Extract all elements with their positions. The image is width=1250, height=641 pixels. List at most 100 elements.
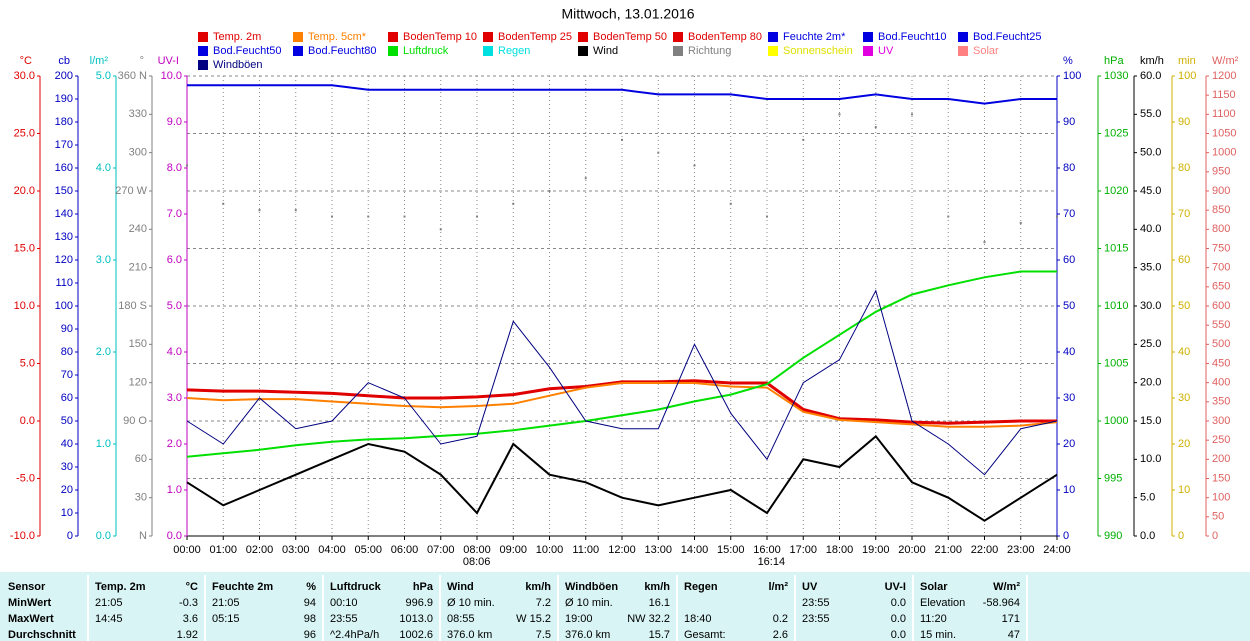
direction-point bbox=[729, 202, 732, 205]
table-cell: 00:10 bbox=[330, 597, 358, 609]
x-tick-label: 00:00 bbox=[173, 544, 201, 556]
x-tick-label: 18:00 bbox=[826, 544, 854, 556]
y-tick-label: 10 bbox=[61, 507, 73, 519]
y-tick-label: 0.0 bbox=[96, 530, 111, 542]
table-cell: 1002.6 bbox=[399, 629, 433, 641]
legend-swatch bbox=[673, 46, 683, 56]
legend-label: Richtung bbox=[688, 45, 731, 57]
y-tick-label: 40 bbox=[61, 438, 73, 450]
table-cell: 0.2 bbox=[773, 613, 788, 625]
direction-point bbox=[802, 138, 805, 141]
y-tick-label: 10.0 bbox=[161, 70, 182, 82]
y-tick-label: 700 bbox=[1212, 262, 1230, 274]
table-header: km/h bbox=[525, 581, 551, 593]
y-tick-label: 4.0 bbox=[167, 346, 182, 358]
table-cell: 0.0 bbox=[891, 629, 906, 641]
y-tick-label: 90 bbox=[1063, 116, 1075, 128]
y-tick-label: 1000 bbox=[1104, 415, 1128, 427]
table-cell: 14:45 bbox=[95, 613, 123, 625]
table-header: Wind bbox=[447, 581, 474, 593]
direction-point bbox=[403, 215, 406, 218]
axis-title: km/h bbox=[1140, 55, 1164, 67]
y-tick-label: 50.0 bbox=[1140, 147, 1161, 159]
y-tick-label: 0 bbox=[1178, 530, 1184, 542]
y-tick-label: 1.0 bbox=[96, 438, 111, 450]
legend-label: BodenTemp 50 bbox=[593, 31, 667, 43]
y-tick-label: 1010 bbox=[1104, 300, 1128, 312]
table-header: km/h bbox=[644, 581, 670, 593]
y-tick-label: 80 bbox=[1063, 162, 1075, 174]
y-tick-label: 90 O bbox=[123, 415, 147, 427]
table-header: Feuchte 2m bbox=[212, 581, 273, 593]
y-tick-label: 0.0 bbox=[167, 530, 182, 542]
legend-label: Bod.Feucht50 bbox=[213, 45, 282, 57]
annotation: 08:06 bbox=[463, 556, 491, 568]
x-tick-label: 12:00 bbox=[608, 544, 636, 556]
y-tick-label: 140 bbox=[55, 208, 73, 220]
y-tick-label: 210 bbox=[129, 262, 147, 274]
table-cell: Gesamt: bbox=[684, 629, 726, 641]
table-cell: 18:40 bbox=[684, 613, 712, 625]
axis-title: % bbox=[1063, 55, 1073, 67]
y-tick-label: 60 bbox=[1178, 254, 1190, 266]
table-header: Sensor bbox=[8, 581, 46, 593]
series-line bbox=[186, 289, 1058, 476]
y-tick-label: 1005 bbox=[1104, 357, 1128, 369]
axis-title: °C bbox=[20, 55, 32, 67]
legend-swatch bbox=[198, 46, 208, 56]
y-tick-label: 500 bbox=[1212, 338, 1230, 350]
legend-label: Temp. 2m bbox=[213, 31, 261, 43]
x-tick-label: 14:00 bbox=[681, 544, 709, 556]
direction-point bbox=[766, 215, 768, 218]
legend-swatch bbox=[958, 32, 968, 42]
table-cell: 94 bbox=[304, 597, 316, 609]
legend-label: Luftdruck bbox=[403, 45, 449, 57]
y-tick-label: 30 bbox=[1178, 392, 1190, 404]
y-tick-label: 200 bbox=[55, 70, 73, 82]
table-cell: NW 32.2 bbox=[627, 613, 670, 625]
series-line bbox=[186, 379, 1057, 425]
y-tick-label: 190 bbox=[55, 93, 73, 105]
axis-title: l/m² bbox=[90, 55, 109, 67]
y-tick-label: 110 bbox=[55, 277, 73, 289]
direction-point bbox=[331, 215, 333, 218]
y-tick-label: 550 bbox=[1212, 319, 1230, 331]
y-tick-label: 60 bbox=[135, 453, 147, 465]
table-cell: 23:55 bbox=[802, 613, 830, 625]
series-line bbox=[186, 270, 1057, 458]
direction-point bbox=[621, 138, 623, 141]
legend-label: Feuchte 2m* bbox=[783, 31, 846, 43]
y-tick-label: 240 bbox=[129, 223, 147, 235]
table-header: hPa bbox=[413, 581, 434, 593]
legend-swatch bbox=[198, 60, 208, 70]
y-tick-label: 4.0 bbox=[96, 162, 111, 174]
legend-label: Sonnenschein bbox=[783, 45, 853, 57]
y-tick-label: 30.0 bbox=[1140, 300, 1161, 312]
x-tick-label: 11:00 bbox=[572, 544, 599, 556]
x-tick-label: 21:00 bbox=[934, 544, 962, 556]
y-tick-label: 120 bbox=[55, 254, 73, 266]
table-cell: 16.1 bbox=[649, 597, 670, 609]
legend-swatch bbox=[293, 46, 303, 56]
legend-label: BodenTemp 25 bbox=[498, 31, 572, 43]
y-tick-label: 160 bbox=[55, 162, 73, 174]
legend-swatch bbox=[198, 32, 208, 42]
direction-point bbox=[186, 164, 188, 167]
y-tick-label: 9.0 bbox=[167, 116, 182, 128]
annotation: 16:14 bbox=[758, 556, 786, 568]
y-tick-label: 50 bbox=[61, 415, 73, 427]
y-tick-label: 350 bbox=[1212, 396, 1230, 408]
y-tick-label: 50 bbox=[1178, 300, 1190, 312]
y-tick-label: 55.0 bbox=[1140, 108, 1161, 120]
table-cell: 0.0 bbox=[891, 613, 906, 625]
y-tick-label: 10.0 bbox=[1140, 453, 1161, 465]
x-tick-label: 20:00 bbox=[898, 544, 926, 556]
y-tick-label: 20 bbox=[1178, 438, 1190, 450]
legend-swatch bbox=[578, 32, 588, 42]
direction-point bbox=[584, 177, 587, 180]
table-cell: 21:05 bbox=[212, 597, 240, 609]
direction-point bbox=[693, 164, 696, 167]
direction-point bbox=[222, 202, 225, 205]
y-tick-label: 950 bbox=[1212, 166, 1230, 178]
y-tick-label: 8.0 bbox=[167, 162, 182, 174]
